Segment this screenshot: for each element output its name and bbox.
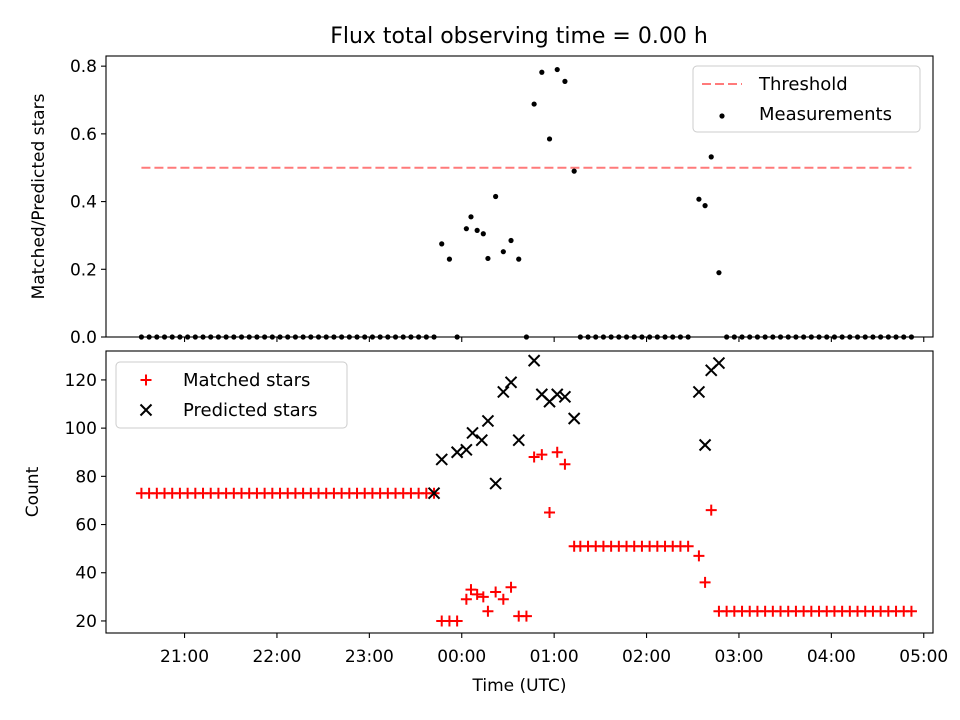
predicted-star-point [427, 486, 441, 500]
y-tick-label: 0.2 [70, 260, 97, 280]
predicted-star-point [466, 426, 479, 440]
x-tick-label: 22:00 [252, 647, 301, 667]
legend-matched-label: Matched stars [183, 370, 310, 391]
predicted-star-point [489, 477, 502, 490]
x-tick-label: 04:00 [807, 647, 856, 667]
x-tick-label: 21:00 [160, 647, 209, 667]
bottom-panel: 20 40 60 80 100 120 21:00 22:00 23:00 00:00 01:00 0… [23, 350, 948, 696]
measurement-point [480, 231, 486, 237]
predicted-star-point [512, 433, 525, 447]
top-axes-frame [105, 55, 934, 338]
legend-predicted-swatch [139, 403, 153, 417]
y-tick-label: 100 [65, 419, 97, 439]
y-tick-label: 0.8 [70, 57, 97, 77]
matched-star-point [905, 605, 917, 617]
y-axis-label: Count [23, 466, 43, 517]
predicted-star-point [504, 376, 518, 389]
matched-star-point [505, 581, 517, 593]
measurement-point [508, 237, 514, 244]
matched-star-point [471, 588, 483, 600]
matched-star-point [699, 576, 711, 588]
measurement-point [463, 226, 469, 232]
predicted-star-point [567, 412, 581, 425]
predicted-star-point [551, 388, 564, 401]
y-tick-label: 0.6 [70, 125, 97, 145]
measurement-point [446, 256, 453, 262]
predicted-star-point [435, 453, 448, 466]
matched-star-point [451, 615, 463, 627]
measurement-point [708, 154, 714, 160]
matched-star-point [528, 451, 540, 463]
measurement-point [546, 136, 553, 142]
measurement-point [554, 66, 560, 73]
legend-measurements-swatch [719, 113, 725, 119]
predicted-star-point [497, 385, 510, 399]
legend-measurements-label: Measurements [759, 104, 892, 125]
measurement-point [516, 256, 522, 262]
matched-star-point [497, 593, 509, 605]
matched-star-point [536, 449, 548, 461]
predicted-star-point [450, 446, 464, 459]
x-tick-label: 03:00 [714, 647, 763, 667]
bottom-legend: Matched stars Predicted stars [115, 361, 348, 429]
y-tick-label: 0.4 [70, 193, 97, 213]
measurement-point [696, 196, 702, 202]
predicted-star-point [712, 356, 726, 370]
y-tick-label: 120 [65, 371, 97, 391]
legend-matched-swatch [140, 374, 152, 386]
bottom-axes-frame [105, 350, 934, 634]
measurement-point [716, 270, 722, 276]
matched-star-point [705, 504, 717, 516]
measurement-point [468, 214, 474, 220]
measurement-point [531, 101, 537, 107]
y-tick-label: 20 [75, 612, 97, 632]
y-tick-label: 60 [75, 516, 97, 536]
x-tick-label: 01:00 [530, 647, 579, 667]
measurement-point [474, 227, 480, 233]
matched-star-point [460, 593, 472, 605]
measurement-point [562, 78, 568, 84]
measurement-point [493, 193, 499, 200]
measurement-point [439, 241, 445, 247]
x-tick-label: 05:00 [899, 647, 948, 667]
predicted-star-point [481, 414, 495, 428]
predicted-star-point [527, 354, 541, 367]
measurement-point [485, 255, 491, 262]
matched-star-point [520, 610, 532, 622]
matched-star-point [682, 540, 694, 552]
y-tick-label: 40 [75, 564, 97, 584]
matched-star-point [477, 591, 489, 603]
measurement-point [702, 203, 708, 209]
legend-box [692, 65, 921, 133]
top-panel: 0.0 0.2 0.4 0.6 0.8 Matched/Predicted stars Th… [29, 55, 934, 348]
matched-star-point [465, 584, 477, 596]
figure-title: Flux total observing time = 0.00 h [330, 24, 708, 49]
legend-threshold-label: Threshold [758, 74, 848, 95]
matched-star-point [490, 586, 502, 598]
predicted-star-point [692, 385, 706, 399]
predicted-star-point [460, 443, 473, 457]
y-tick-label: 80 [75, 467, 97, 487]
y-axis-label: Matched/Predicted stars [29, 93, 49, 299]
top-legend: Threshold Measurements [692, 65, 921, 133]
legend-box [115, 361, 348, 429]
measurement-point [571, 168, 577, 174]
matched-star-point [693, 550, 705, 562]
predicted-star-point [558, 390, 572, 404]
x-tick-label: 23:00 [345, 647, 394, 667]
y-tick-label: 0.0 [70, 328, 97, 348]
x-tick-label: 02:00 [622, 647, 671, 667]
matched-star-point [551, 446, 563, 458]
measurement-point [539, 69, 545, 75]
x-axis-label: Time (UTC) [472, 676, 567, 696]
matched-star-point [559, 458, 571, 470]
predicted-star-point [475, 433, 488, 447]
x-tick-label: 00:00 [437, 647, 486, 667]
matched-star-point [482, 605, 494, 617]
legend-predicted-label: Predicted stars [183, 400, 317, 421]
predicted-star-point [698, 438, 712, 452]
measurement-point [500, 249, 506, 255]
matched-star-point [544, 506, 556, 518]
